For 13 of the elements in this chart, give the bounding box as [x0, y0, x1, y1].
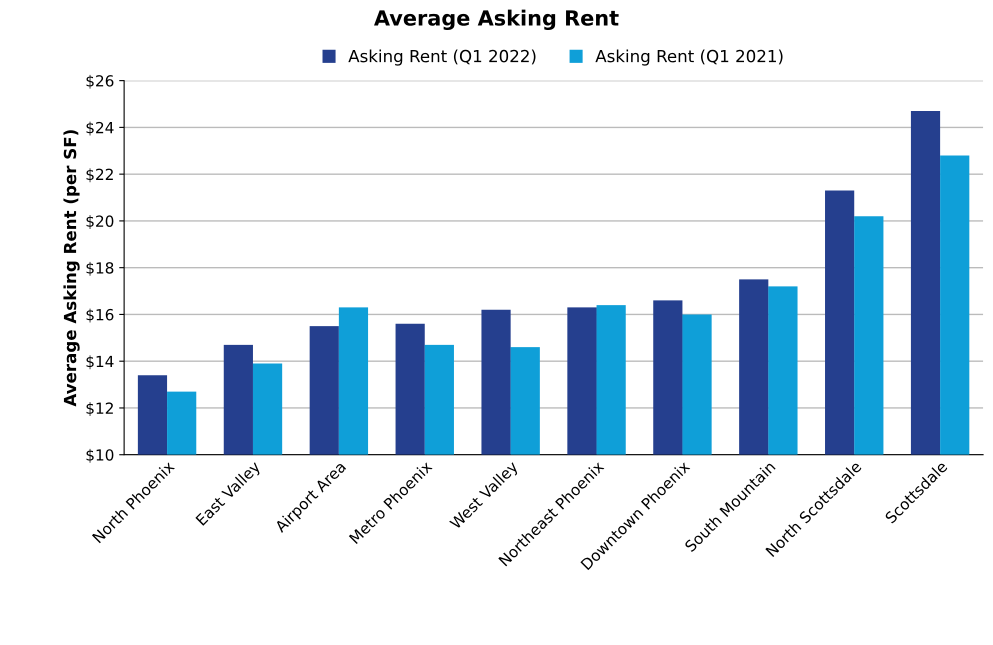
- y-axis-title: Average Asking Rent (per SF): [63, 130, 80, 407]
- y-tick-label: $26: [86, 74, 114, 89]
- chart-title: Average Asking Rent: [374, 10, 619, 30]
- y-tick-label: $16: [86, 308, 114, 322]
- legend-label: Asking Rent (Q1 2021): [595, 49, 783, 66]
- y-tick-label: $18: [86, 262, 114, 276]
- y-tick-label: $14: [86, 355, 114, 370]
- legend-label: Asking Rent (Q1 2022): [348, 49, 536, 66]
- y-tick-label: $20: [86, 215, 114, 229]
- y-tick-label: $10: [86, 448, 114, 463]
- y-tick-label: $22: [86, 168, 113, 182]
- y-tick-label: $24: [86, 122, 114, 136]
- y-tick-label: $12: [86, 402, 113, 416]
